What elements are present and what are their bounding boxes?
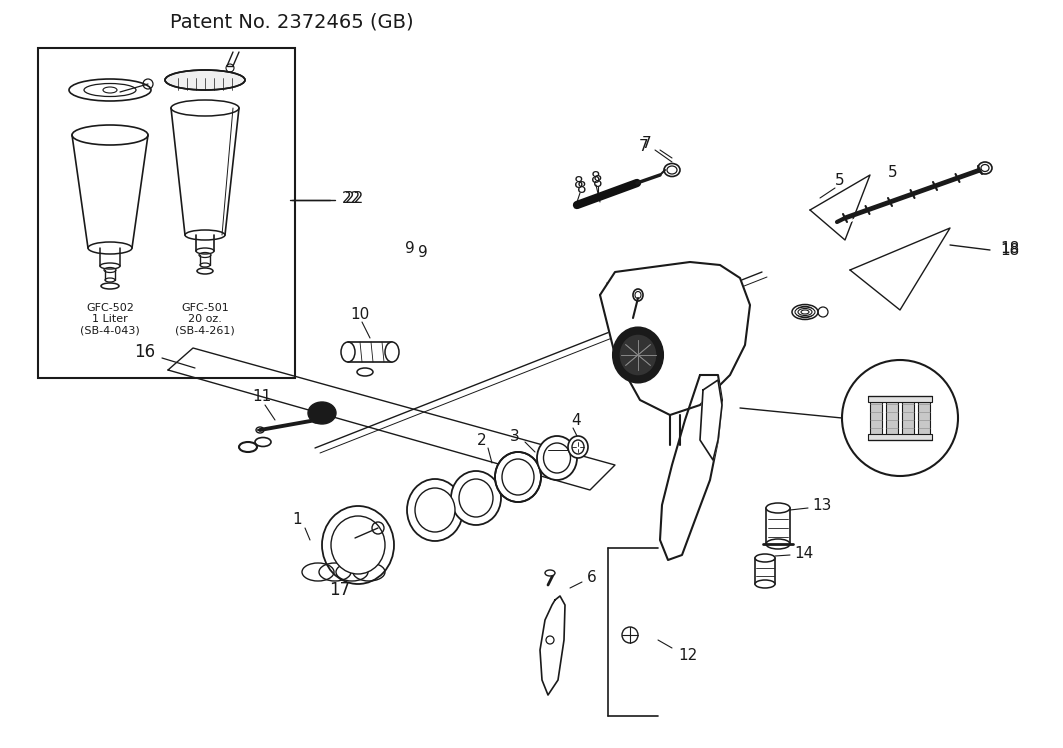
Ellipse shape	[755, 554, 775, 562]
Text: 8: 8	[577, 180, 587, 195]
Bar	[870, 400, 882, 436]
Ellipse shape	[407, 479, 463, 541]
Ellipse shape	[165, 70, 244, 90]
Ellipse shape	[415, 488, 455, 532]
Text: 8: 8	[591, 171, 601, 186]
Ellipse shape	[545, 570, 555, 576]
Ellipse shape	[322, 506, 394, 584]
Ellipse shape	[502, 459, 534, 495]
Text: 11: 11	[252, 388, 272, 403]
Text: 7: 7	[642, 135, 652, 150]
Polygon shape	[600, 262, 750, 415]
Text: 18: 18	[1000, 242, 1019, 257]
Text: 6: 6	[587, 571, 596, 586]
Text: 18: 18	[1000, 241, 1019, 256]
Ellipse shape	[978, 162, 992, 174]
Polygon shape	[540, 596, 566, 695]
Ellipse shape	[459, 479, 493, 517]
Bar	[868, 396, 932, 402]
Text: 22: 22	[342, 191, 361, 206]
Text: (SB-4-043): (SB-4-043)	[80, 325, 140, 335]
Text: 10: 10	[351, 307, 370, 322]
Ellipse shape	[451, 471, 501, 525]
Ellipse shape	[385, 342, 399, 362]
Text: 20 oz.: 20 oz.	[188, 314, 222, 324]
Polygon shape	[850, 228, 950, 310]
Bar	[38, 48, 296, 378]
Bar	[902, 400, 914, 436]
Circle shape	[842, 360, 958, 476]
Text: 1: 1	[292, 512, 302, 527]
Ellipse shape	[766, 503, 790, 513]
Text: 17: 17	[330, 581, 351, 599]
Text: 3: 3	[510, 429, 520, 444]
Ellipse shape	[618, 330, 662, 380]
Ellipse shape	[802, 310, 809, 314]
Ellipse shape	[613, 328, 663, 382]
Text: 17: 17	[421, 491, 440, 506]
Text: 21: 21	[605, 281, 624, 296]
Text: Patent No. 2372465 (GB): Patent No. 2372465 (GB)	[170, 13, 414, 31]
Ellipse shape	[568, 436, 588, 458]
Ellipse shape	[308, 402, 336, 424]
Text: 9: 9	[405, 241, 415, 256]
Text: 1 Liter: 1 Liter	[92, 314, 128, 324]
Ellipse shape	[798, 308, 812, 316]
Ellipse shape	[543, 443, 571, 473]
Text: 13: 13	[812, 498, 831, 513]
Text: 8: 8	[574, 176, 584, 191]
Ellipse shape	[619, 334, 657, 376]
Text: 22: 22	[345, 191, 365, 206]
Ellipse shape	[331, 516, 385, 574]
Ellipse shape	[766, 539, 790, 549]
Text: 4: 4	[571, 412, 580, 428]
Text: 16: 16	[134, 343, 155, 361]
Text: GFC-501: GFC-501	[181, 303, 229, 313]
Bar	[868, 434, 932, 440]
Text: 2: 2	[477, 432, 487, 447]
Bar	[885, 400, 898, 436]
Ellipse shape	[537, 436, 577, 480]
Ellipse shape	[755, 580, 775, 588]
Text: 8: 8	[593, 174, 603, 189]
Text: 5: 5	[836, 173, 845, 188]
Text: 9: 9	[418, 245, 427, 260]
Text: GFC-502: GFC-502	[86, 303, 134, 313]
Polygon shape	[701, 380, 722, 460]
Text: 5: 5	[888, 165, 897, 180]
Text: 14: 14	[794, 545, 813, 560]
Ellipse shape	[795, 307, 815, 317]
Polygon shape	[810, 175, 870, 240]
Text: 12: 12	[678, 648, 697, 663]
Bar	[918, 400, 930, 436]
Ellipse shape	[572, 440, 584, 454]
Ellipse shape	[624, 337, 656, 373]
Polygon shape	[660, 375, 722, 560]
Text: (SB-4-261): (SB-4-261)	[175, 325, 235, 335]
Ellipse shape	[495, 452, 541, 502]
Text: 7: 7	[639, 138, 648, 153]
